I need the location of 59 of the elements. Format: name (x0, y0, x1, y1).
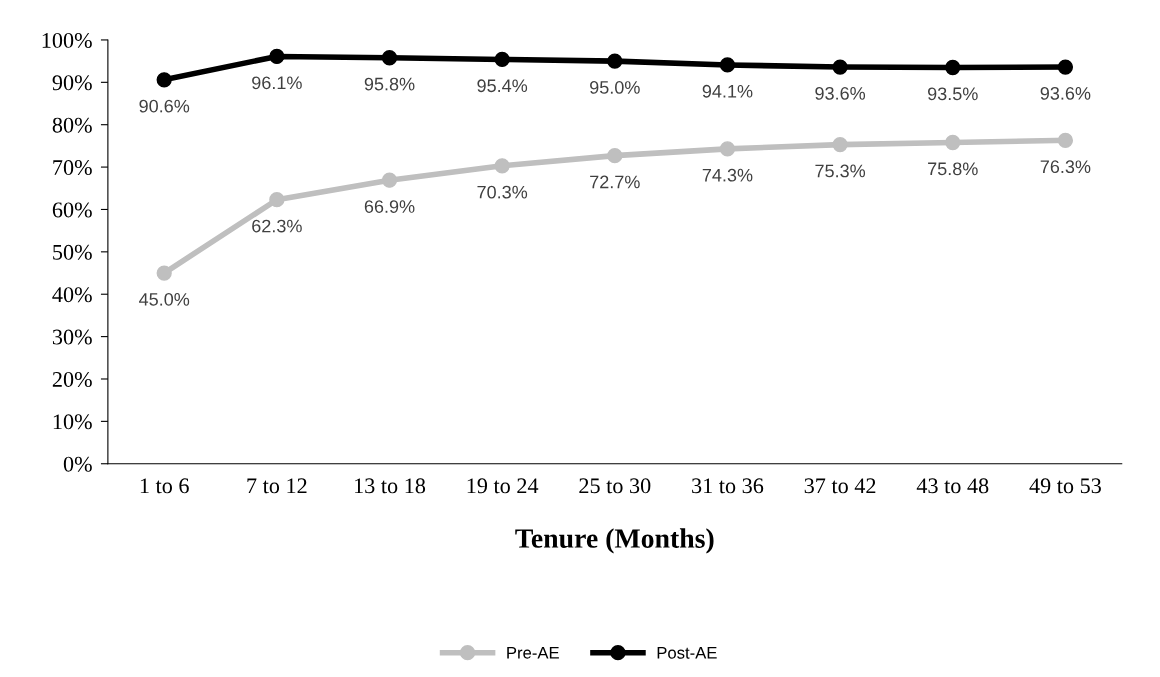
data-label: 45.0% (139, 292, 190, 306)
x-tick-label: 25 to 30 (579, 478, 651, 494)
y-tick-label: 70% (53, 160, 92, 176)
x-tick-label: 1 to 6 (140, 478, 189, 494)
point (945, 59, 961, 76)
y-tick-label: 50% (53, 244, 92, 260)
point (719, 141, 736, 157)
data-label: 93.5% (928, 87, 978, 101)
data-label: 95.8% (364, 77, 415, 91)
x-tick-label: 19 to 24 (467, 478, 539, 494)
point (156, 72, 172, 88)
x-tick-label: 37 to 42 (804, 478, 876, 494)
y-tick-label: 100% (42, 32, 92, 48)
data-label: 70.3% (477, 185, 528, 199)
point (1057, 59, 1074, 75)
y-tick-label: 0% (63, 456, 92, 472)
data-label: 76.3% (1040, 160, 1091, 174)
point (832, 136, 848, 153)
y-tick-label: 60% (52, 202, 92, 218)
point (381, 50, 398, 66)
data-label: 66.9% (364, 200, 415, 213)
x-tick-label: 43 to 48 (916, 478, 989, 494)
data-label: 74.3% (702, 168, 753, 182)
point (381, 172, 398, 188)
y-tick-label: 10% (53, 414, 92, 430)
data-label: 75.3% (815, 164, 866, 178)
point (945, 134, 961, 151)
point (607, 148, 623, 164)
x-tick-label: 13 to 18 (355, 478, 426, 494)
data-label: 95.0% (590, 81, 640, 94)
y-tick-label: 40% (52, 287, 92, 303)
point (494, 51, 510, 68)
data-label: 72.7% (590, 175, 640, 189)
point (156, 265, 172, 281)
point (494, 158, 510, 174)
y-tick-label: 80% (52, 117, 92, 133)
point (719, 57, 736, 73)
data-label: 93.6% (1040, 86, 1091, 100)
point (832, 59, 848, 75)
x-tick-label: 49 to 53 (1029, 478, 1101, 494)
data-label: 90.6% (139, 99, 190, 113)
x-tick-label: 31 to 36 (692, 478, 764, 494)
x-axis-title: Tenure (Months) (515, 528, 714, 554)
data-label: 75.8% (928, 162, 978, 176)
data-label: 94.1% (702, 84, 753, 98)
point (269, 192, 285, 208)
y-tick-label: 90% (52, 75, 92, 91)
y-tick-label: 20% (52, 371, 92, 387)
y-tick-label: 30% (52, 329, 92, 345)
point (269, 48, 285, 65)
point (607, 53, 623, 69)
data-label: 62.3% (252, 219, 302, 233)
point (1057, 132, 1074, 149)
x-tick-label: 7 to 12 (247, 478, 307, 494)
data-label: 95.4% (477, 79, 528, 93)
legend-label: Pre-AE (507, 647, 559, 659)
legend-label: Post-AE (657, 647, 717, 659)
data-label: 96.1% (252, 76, 302, 90)
data-label: 93.6% (815, 86, 866, 100)
